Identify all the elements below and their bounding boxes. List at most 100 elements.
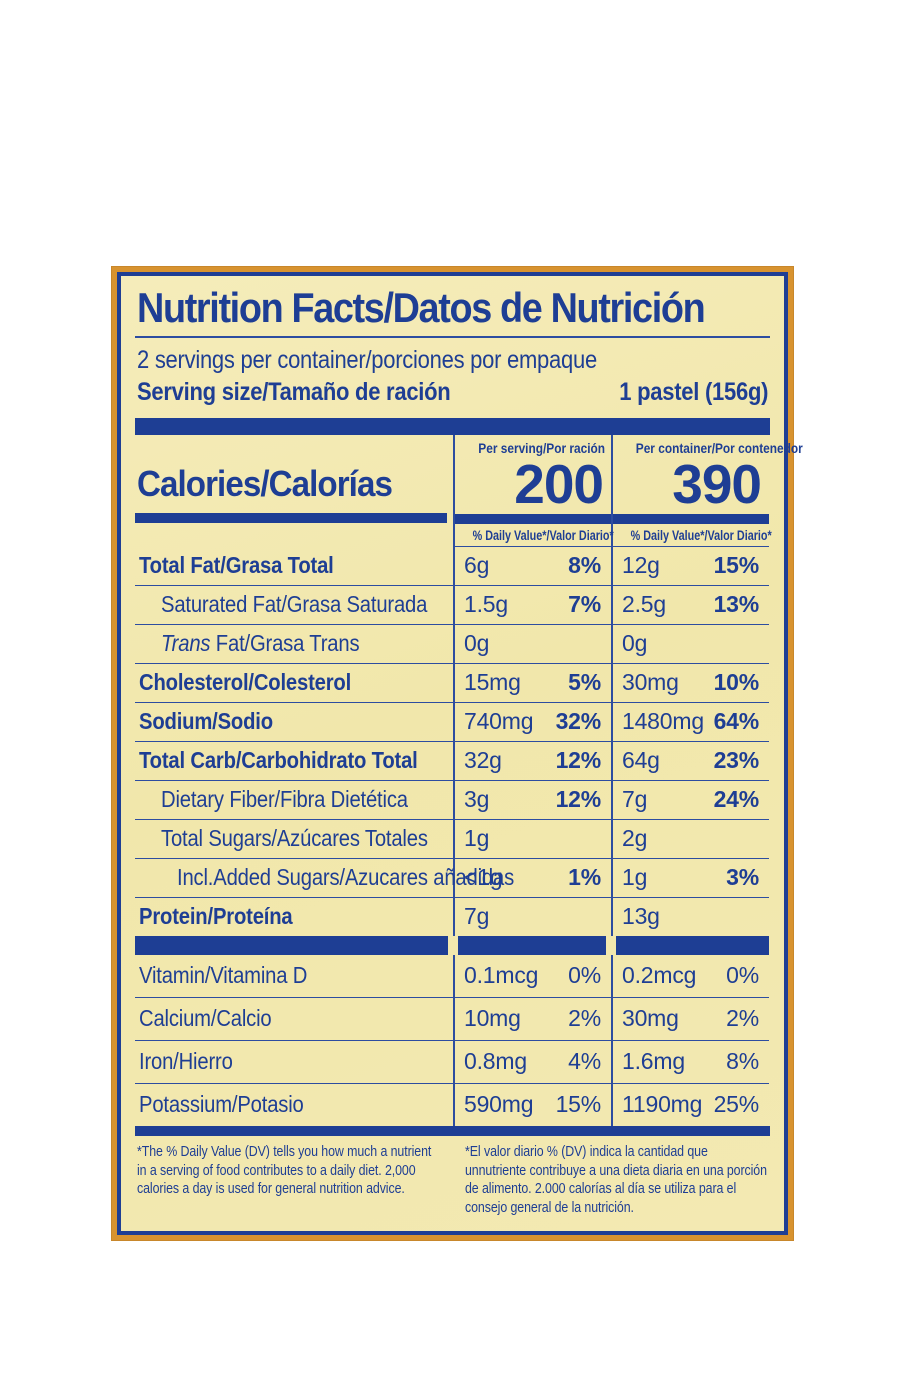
- daily-value: 23%: [713, 747, 760, 774]
- amount-cell: 15mg 5%: [453, 663, 611, 703]
- amount: 590mg: [464, 1091, 534, 1118]
- servings-line: 2 servings per container/porciones por e…: [137, 346, 597, 375]
- footnote-es: *El valor diario % (DV) indica la cantid…: [464, 1144, 767, 1216]
- nutrient-row: Sodium/Sodio 740mg 32% 1480mg 64%: [135, 702, 770, 742]
- daily-value: 13%: [713, 591, 760, 618]
- daily-value: 7%: [568, 591, 601, 618]
- nutrient-name: Dietary Fiber/Fibra Dietética: [135, 780, 453, 819]
- amount-cell: 1.6mg 8%: [611, 1040, 769, 1084]
- per-serving-column: Per serving/Por ración 200 % Daily Value…: [453, 435, 614, 548]
- amount: 30mg: [622, 1005, 679, 1032]
- amount: <1g: [464, 864, 503, 891]
- calories-title: Calories/Calorías: [137, 463, 393, 505]
- amount: 1g: [622, 864, 648, 891]
- daily-value: 4%: [568, 1048, 601, 1075]
- amount-cell: 12g 15%: [611, 547, 769, 586]
- nutrient-name: Trans Fat/Grasa Trans: [135, 624, 453, 663]
- amount: 740mg: [464, 708, 534, 735]
- amount: 3g: [464, 786, 490, 813]
- daily-value: 0%: [568, 962, 601, 989]
- per-serving-underbar: [455, 514, 611, 525]
- daily-value: 10%: [713, 669, 760, 696]
- section-bar: [135, 936, 770, 956]
- amount: 10mg: [464, 1005, 521, 1032]
- dv-header: % Daily Value*/Valor Diario*: [613, 524, 772, 548]
- amount-cell: 7g 24%: [611, 780, 769, 820]
- vitamin-row: Potassium/Potasio 590mg 15% 1190mg 25%: [135, 1083, 770, 1127]
- nutrient-row: Trans Fat/Grasa Trans 0g 0g: [135, 624, 770, 664]
- daily-value: 64%: [713, 708, 760, 735]
- nutrient-name: Iron/Hierro: [135, 1040, 453, 1083]
- nutrient-name: Protein/Proteína: [135, 897, 453, 936]
- amount-cell: 6g 8%: [453, 547, 611, 586]
- title-divider: [135, 336, 770, 339]
- amount: 1190mg: [622, 1091, 703, 1118]
- amount-cell: 3g 12%: [453, 780, 611, 820]
- amount: 0.8mg: [464, 1048, 527, 1075]
- nutrient-name: Potassium/Potasio: [135, 1083, 453, 1126]
- amount-cell: 0g: [611, 624, 769, 664]
- footnote-en: *The % Daily Value (DV) tells you how mu…: [137, 1144, 432, 1198]
- amount-cell: 32g 12%: [453, 741, 611, 781]
- daily-value: 32%: [555, 708, 602, 735]
- serving-size-value: 1 pastel (156g): [619, 378, 768, 407]
- amount-cell: 7g: [453, 897, 611, 937]
- amount-cell: 0.8mg 4%: [453, 1040, 611, 1084]
- amount-cell: 30mg 2%: [611, 997, 769, 1041]
- daily-value: 1%: [568, 864, 601, 891]
- amount: 12g: [622, 552, 660, 579]
- amount-cell: 0.1mcg 0%: [453, 955, 611, 998]
- header-bar: [135, 418, 770, 436]
- amount: 1480mg: [622, 708, 704, 735]
- nutrient-name: Saturated Fat/Grasa Saturada: [135, 585, 453, 624]
- calories-title-cell: Calories/Calorías: [135, 435, 453, 547]
- amount-cell: 590mg 15%: [453, 1083, 611, 1127]
- amount-cell: 13g: [611, 897, 769, 937]
- amount: 0.1mcg: [464, 962, 539, 989]
- calories-underbar: [135, 513, 447, 524]
- nutrient-name: Total Carb/Carbohidrato Total: [135, 741, 453, 780]
- nutrient-row: Total Carb/Carbohidrato Total 32g 12% 64g 23…: [135, 741, 770, 781]
- nutrient-row: Total Fat/Grasa Total 6g 8% 12g 15%: [135, 547, 770, 586]
- amount-cell: 30mg 10%: [611, 663, 769, 703]
- dv-header: % Daily Value*/Valor Diario*: [455, 524, 614, 548]
- amount-cell: 740mg 32%: [453, 702, 611, 742]
- nutrient-name: Cholesterol/Colesterol: [135, 663, 453, 702]
- amount: 0.2mcg: [622, 962, 697, 989]
- vitamin-row: Vitamin/Vitamina D 0.1mcg 0% 0.2mcg 0%: [135, 955, 770, 998]
- amount: 1.6mg: [622, 1048, 685, 1075]
- daily-value: 2%: [726, 1005, 759, 1032]
- per-container-column: Per container/Por contenedor 390 % Daily…: [611, 435, 803, 548]
- amount-cell: 1g: [453, 819, 611, 859]
- amount-cell: 64g 23%: [611, 741, 769, 781]
- amount-cell: 0g: [453, 624, 611, 664]
- vitamin-row: Calcium/Calcio 10mg 2% 30mg 2%: [135, 997, 770, 1041]
- amount-cell: 1480mg 64%: [611, 702, 769, 742]
- label-inner-panel: Nutrition Facts/Datos de Nutrición 2 ser…: [117, 272, 803, 1236]
- amount: 0g: [464, 630, 490, 657]
- nutrient-row: Total Sugars/Azúcares Totales 1g 2g: [135, 819, 770, 859]
- serving-size-row: Serving size/Tamaño de ración 1 pastel (…: [135, 375, 770, 409]
- amount-cell: 2g: [611, 819, 769, 859]
- daily-value: 8%: [568, 552, 601, 579]
- label-title-text: Nutrition Facts/Datos de Nutrición: [137, 284, 706, 331]
- amount: 1g: [464, 825, 490, 852]
- amount: 7g: [464, 903, 490, 930]
- amount: 15mg: [464, 669, 521, 696]
- nutrient-rows: Total Fat/Grasa Total 6g 8% 12g 15% Saturated…: [135, 547, 770, 937]
- nutrient-row: Protein/Proteína 7g 13g: [135, 897, 770, 937]
- daily-value: 2%: [568, 1005, 601, 1032]
- amount-cell: 2.5g 13%: [611, 585, 769, 625]
- per-container-underbar: [613, 514, 769, 525]
- amount: 64g: [622, 747, 660, 774]
- daily-value: 5%: [568, 669, 601, 696]
- nutrition-label: Nutrition Facts/Datos de Nutrición 2 ser…: [112, 267, 803, 1241]
- dv-header-spacer: [135, 523, 447, 547]
- nutrient-name: Vitamin/Vitamina D: [139, 962, 308, 989]
- calories-per-serving-value: 200: [514, 452, 604, 515]
- amount: 6g: [464, 552, 490, 579]
- footnote-section: *The % Daily Value (DV) tells you how mu…: [135, 1136, 770, 1221]
- daily-value: 12%: [555, 747, 602, 774]
- amount-cell: 1.5g 7%: [453, 585, 611, 625]
- daily-value: 12%: [555, 786, 602, 813]
